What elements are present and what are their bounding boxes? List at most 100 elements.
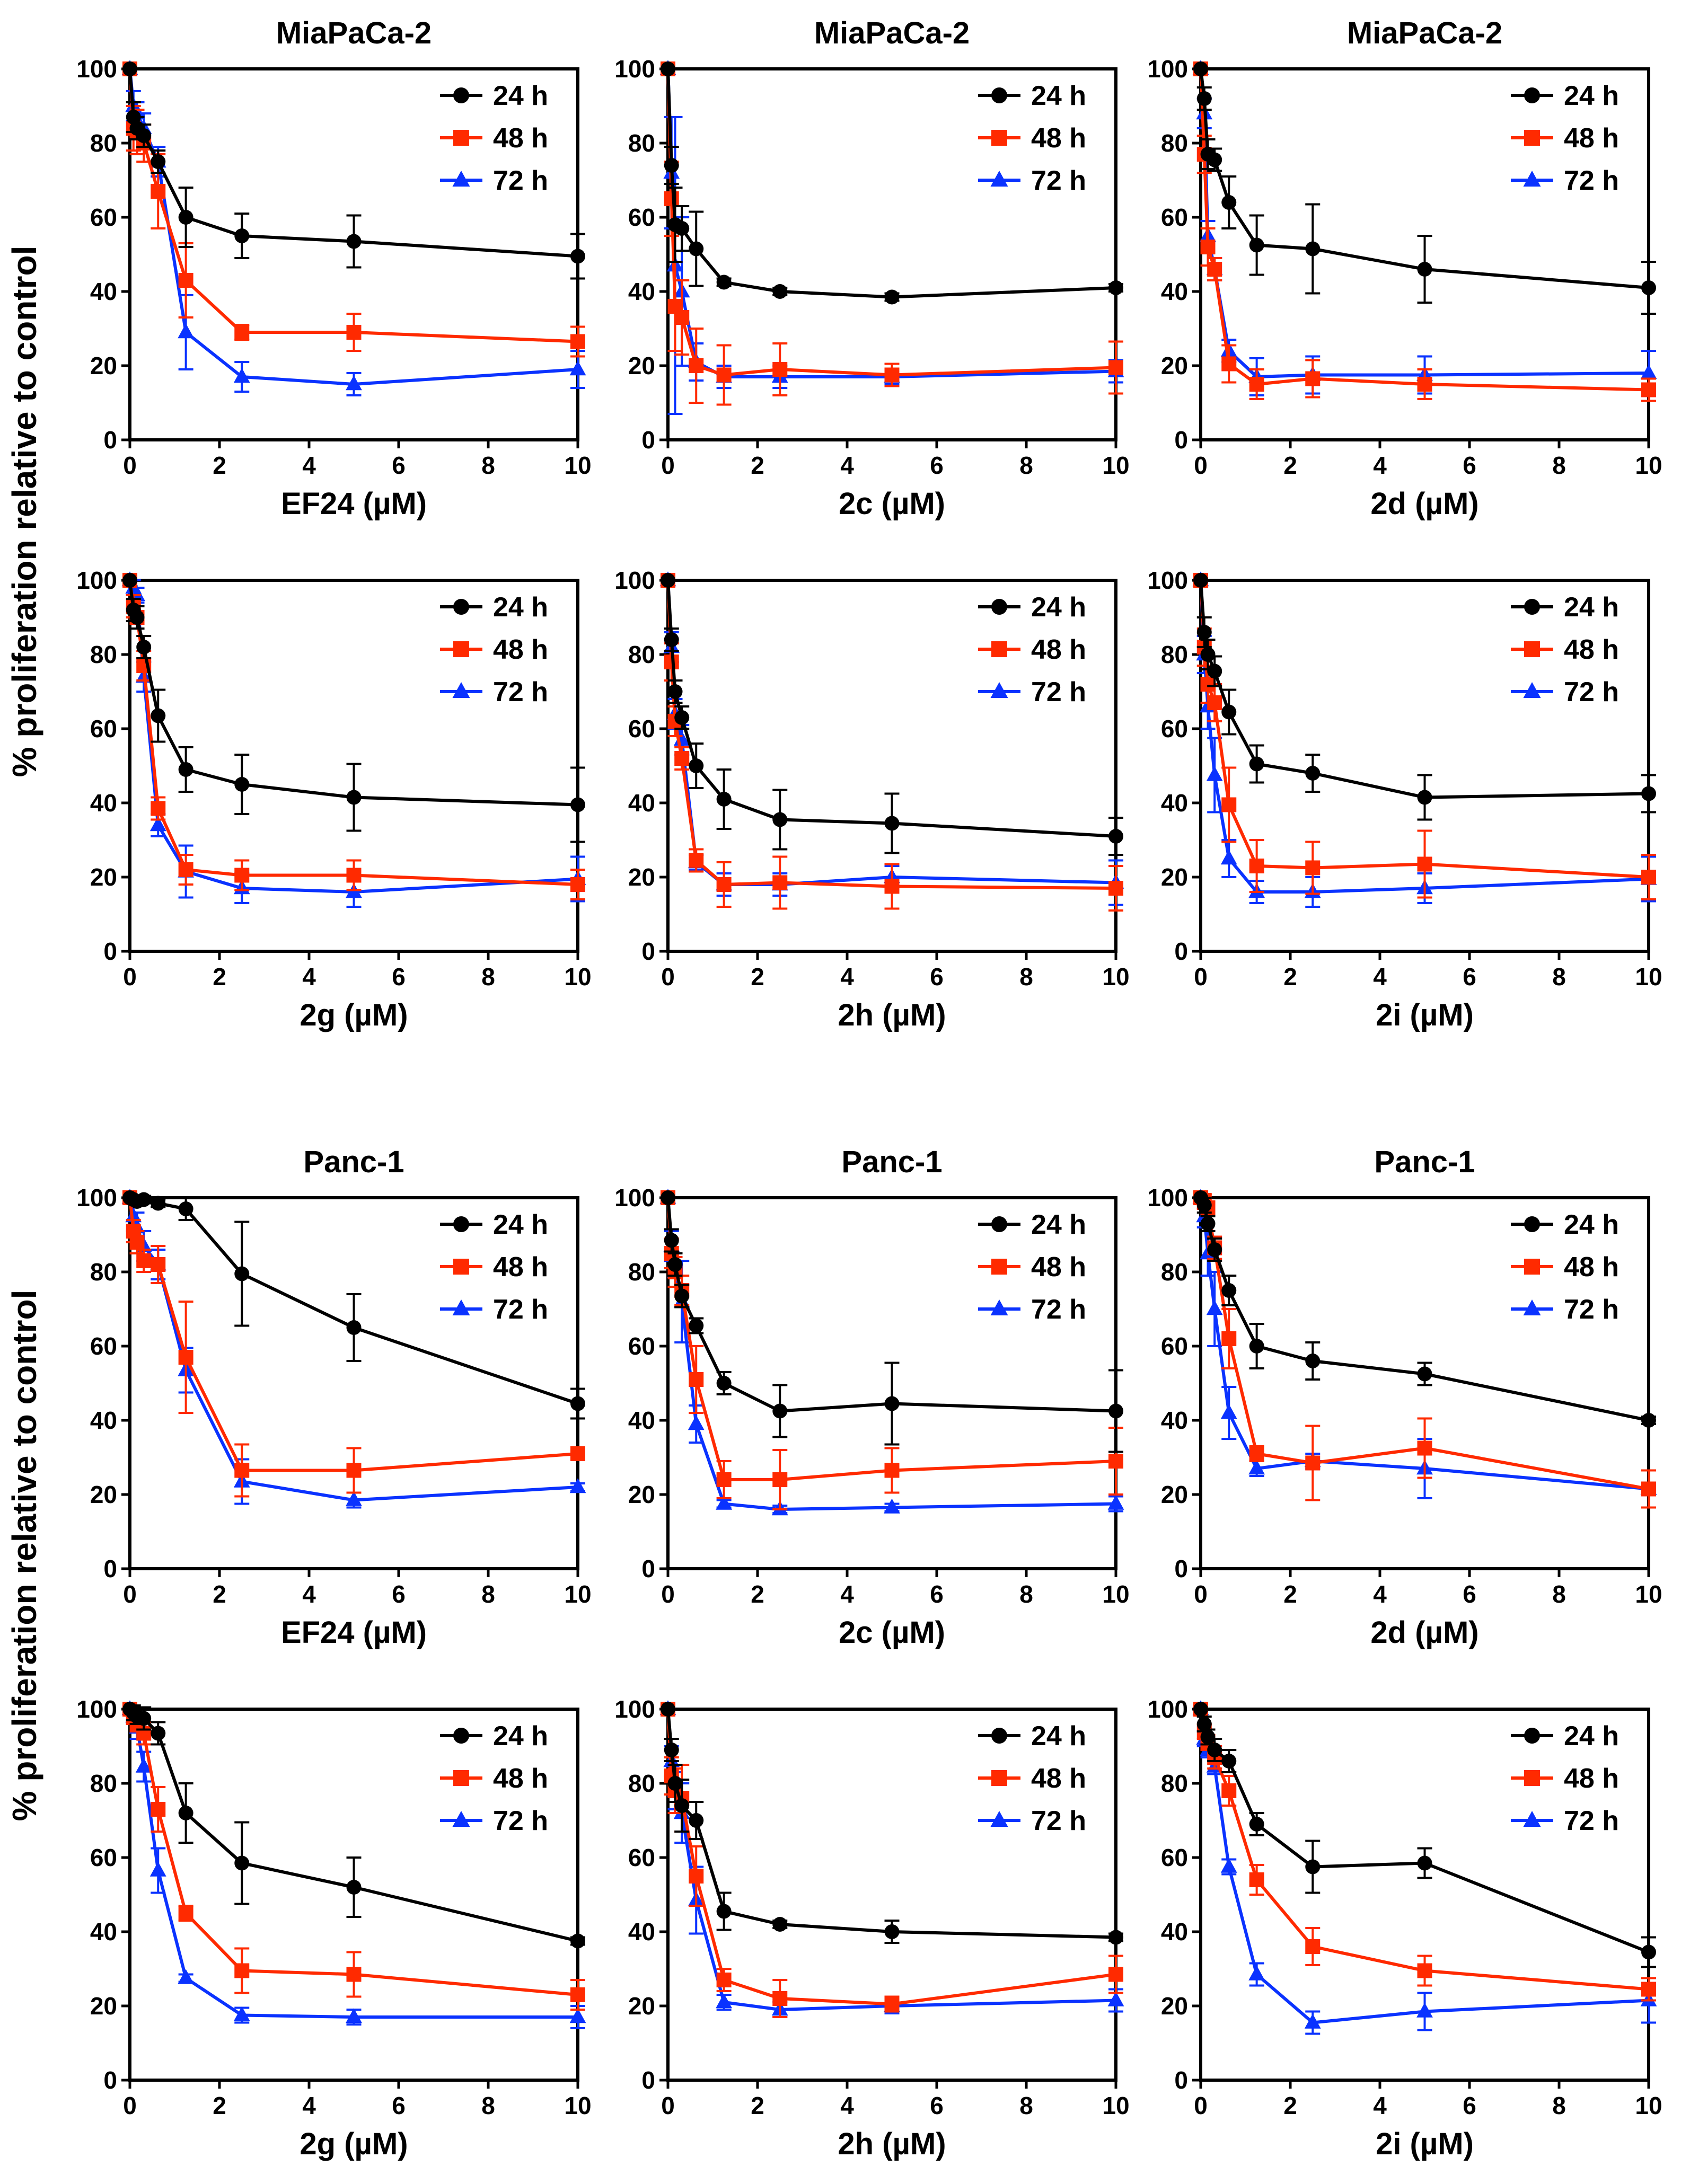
y-axis-label-bottom: % proliferation relative to control xyxy=(5,1290,43,1822)
y-tick-label: 20 xyxy=(90,1481,117,1508)
x-tick-label: 6 xyxy=(1463,1580,1476,1608)
data-point xyxy=(772,1991,788,2006)
data-point xyxy=(884,289,900,305)
y-tick-label: 100 xyxy=(614,55,655,83)
legend-item: 72 h xyxy=(1511,677,1619,708)
y-tick-label: 20 xyxy=(628,1992,655,2020)
data-point xyxy=(1206,766,1223,781)
y-tick-label: 80 xyxy=(1161,641,1188,668)
data-point xyxy=(1249,237,1264,253)
legend-item: 48 h xyxy=(1511,634,1619,665)
legend-item: 48 h xyxy=(978,1252,1086,1283)
x-tick-label: 4 xyxy=(1373,1580,1387,1608)
data-point xyxy=(688,1415,705,1430)
chart-panel: Panc-1 0 20 40 60 80 100 0 2 4 6 8 10 2c (µM) 24 h 48 h… xyxy=(614,1145,1129,1650)
y-tick-label: 100 xyxy=(614,1695,655,1723)
legend-item: 72 h xyxy=(1511,165,1619,196)
y-tick-label: 100 xyxy=(1147,567,1188,594)
data-point xyxy=(136,1253,152,1268)
legend-marker xyxy=(991,1770,1007,1786)
y-tick-label: 0 xyxy=(641,938,655,965)
data-point xyxy=(570,1446,585,1461)
data-point xyxy=(1107,1495,1124,1510)
data-point xyxy=(234,1855,250,1871)
legend-label: 48 h xyxy=(1031,634,1086,665)
x-tick-label: 6 xyxy=(392,1580,406,1608)
legend-marker xyxy=(1524,130,1540,146)
legend-label: 24 h xyxy=(1564,592,1619,623)
legend-marker xyxy=(990,682,1008,698)
legend-label: 24 h xyxy=(1031,81,1086,111)
legend-marker xyxy=(1523,1811,1541,1827)
x-tick-label: 8 xyxy=(1019,452,1033,479)
data-point xyxy=(884,1996,900,2012)
y-tick-label: 40 xyxy=(90,278,117,305)
y-tick-label: 20 xyxy=(628,1481,655,1508)
x-tick-label: 8 xyxy=(1019,2092,1033,2119)
data-point xyxy=(674,1288,690,1304)
y-axis-label-top: % proliferation relative to control xyxy=(5,246,43,777)
legend-marker xyxy=(453,641,469,657)
data-point xyxy=(1249,756,1264,772)
series-72h xyxy=(659,60,1124,415)
data-point xyxy=(122,573,137,588)
x-tick-label: 8 xyxy=(1019,963,1033,991)
data-point xyxy=(1108,1967,1123,1982)
y-tick-label: 20 xyxy=(628,352,655,379)
x-axis-label: 2g (µM) xyxy=(300,998,408,1032)
x-tick-label: 10 xyxy=(1635,452,1662,479)
data-point xyxy=(1200,647,1216,662)
legend-marker xyxy=(453,1216,469,1232)
y-tick-label: 40 xyxy=(628,1918,655,1946)
series-24h xyxy=(122,573,585,843)
data-point xyxy=(1417,262,1432,277)
y-tick-label: 60 xyxy=(628,715,655,742)
y-tick-label: 80 xyxy=(1161,1258,1188,1286)
data-point xyxy=(346,1880,362,1895)
legend-label: 48 h xyxy=(493,1252,548,1283)
data-point xyxy=(1305,860,1321,876)
series-24h xyxy=(661,1190,1123,1453)
data-point xyxy=(1196,1717,1212,1731)
legend-marker xyxy=(991,1259,1007,1275)
x-axis-label: 2h (µM) xyxy=(838,2127,946,2161)
series-line xyxy=(666,1709,1116,2011)
legend-label: 72 h xyxy=(1564,165,1619,196)
data-point xyxy=(1248,1460,1265,1475)
data-point xyxy=(1221,195,1237,210)
legend-label: 24 h xyxy=(493,81,548,111)
y-tick-label: 60 xyxy=(90,204,117,231)
series-48h xyxy=(661,61,1123,406)
legend-marker xyxy=(1524,87,1540,103)
x-tick-label: 10 xyxy=(564,1580,591,1608)
x-axis-label: 2d (µM) xyxy=(1370,1615,1478,1650)
legend-marker xyxy=(990,1299,1008,1315)
series-line xyxy=(1199,68,1649,378)
legend-label: 72 h xyxy=(1031,165,1086,196)
legend-item: 48 h xyxy=(440,1763,548,1794)
data-point xyxy=(689,358,704,373)
x-tick-label: 4 xyxy=(1373,963,1387,991)
chart-title: Panc-1 xyxy=(1374,1145,1475,1179)
data-point xyxy=(346,1967,362,1982)
x-tick-label: 8 xyxy=(1552,963,1566,991)
legend-label: 48 h xyxy=(1031,123,1086,154)
x-tick-label: 0 xyxy=(661,452,675,479)
data-point xyxy=(1193,1702,1208,1717)
data-point xyxy=(1207,1242,1222,1257)
legend-marker xyxy=(991,87,1007,103)
x-tick-label: 0 xyxy=(661,2092,675,2119)
legend-label: 24 h xyxy=(493,592,548,623)
data-point xyxy=(570,334,585,349)
data-point xyxy=(664,1233,679,1248)
legend-marker xyxy=(1524,599,1540,615)
chart-panel: 0 20 40 60 80 100 0 2 4 6 8 10 2i (µM) 24 h 48 h 72 h xyxy=(1147,1695,1662,2161)
legend-item: 24 h xyxy=(1511,1721,1619,1752)
x-tick-label: 0 xyxy=(661,1580,675,1608)
data-point xyxy=(1641,1413,1656,1428)
chart-title: MiaPaCa-2 xyxy=(276,16,432,50)
legend-marker xyxy=(1524,1216,1540,1232)
legend-label: 24 h xyxy=(493,1209,548,1240)
y-tick-label: 0 xyxy=(641,426,655,454)
x-tick-label: 6 xyxy=(930,963,944,991)
